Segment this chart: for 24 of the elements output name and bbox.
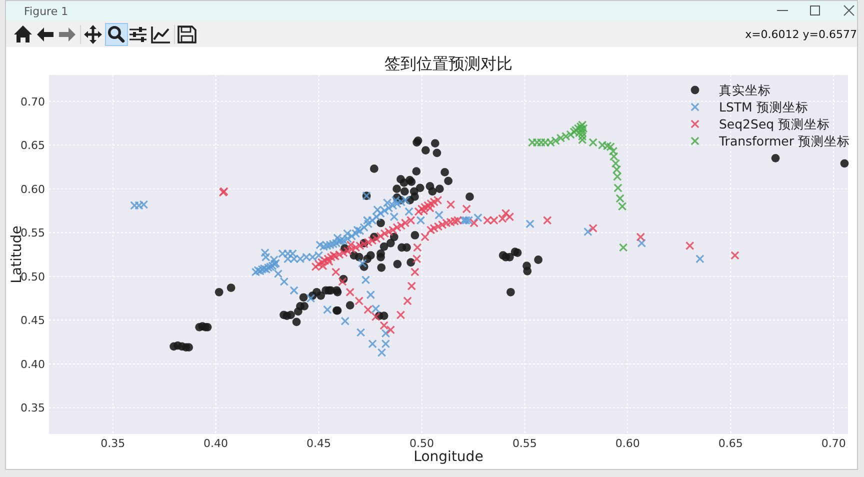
- x-tick-label: 0.60: [615, 437, 640, 450]
- y-tick-label: 0.40: [20, 358, 45, 371]
- x-tick-label: 0.35: [100, 437, 126, 450]
- legend-label: LSTM 预测坐标: [719, 100, 808, 114]
- y-tick-label: 0.35: [20, 402, 45, 415]
- legend-label: Seq2Seq 预测坐标: [719, 116, 830, 132]
- x-tick-label: 0.65: [718, 437, 743, 450]
- y-tick-label: 0.55: [20, 226, 45, 240]
- y-tick-label: 0.45: [20, 314, 45, 328]
- y-tick-label: 0.50: [20, 270, 45, 284]
- y-tick-label: 0.70: [20, 95, 45, 108]
- x-tick-label: 0.50: [409, 437, 434, 450]
- chart-title: 签到位置预测对比: [384, 54, 512, 73]
- caption: Figure 1: [24, 5, 68, 18]
- legend-label: Transformer 预测坐标: [718, 134, 850, 148]
- x-tick-label: 0.45: [306, 437, 332, 450]
- text: x=0.6012 y=0.6577: [745, 28, 857, 41]
- y-tick-label: 0.65: [20, 139, 45, 152]
- x-tick-label: 0.70: [821, 437, 846, 450]
- legend-label: 真实坐标: [719, 82, 771, 98]
- x-axis-title: Longitude: [414, 449, 484, 465]
- x-tick-label: 0.40: [204, 437, 228, 450]
- y-tick-label: 0.60: [20, 182, 45, 196]
- x-tick-label: 0.55: [512, 437, 537, 450]
